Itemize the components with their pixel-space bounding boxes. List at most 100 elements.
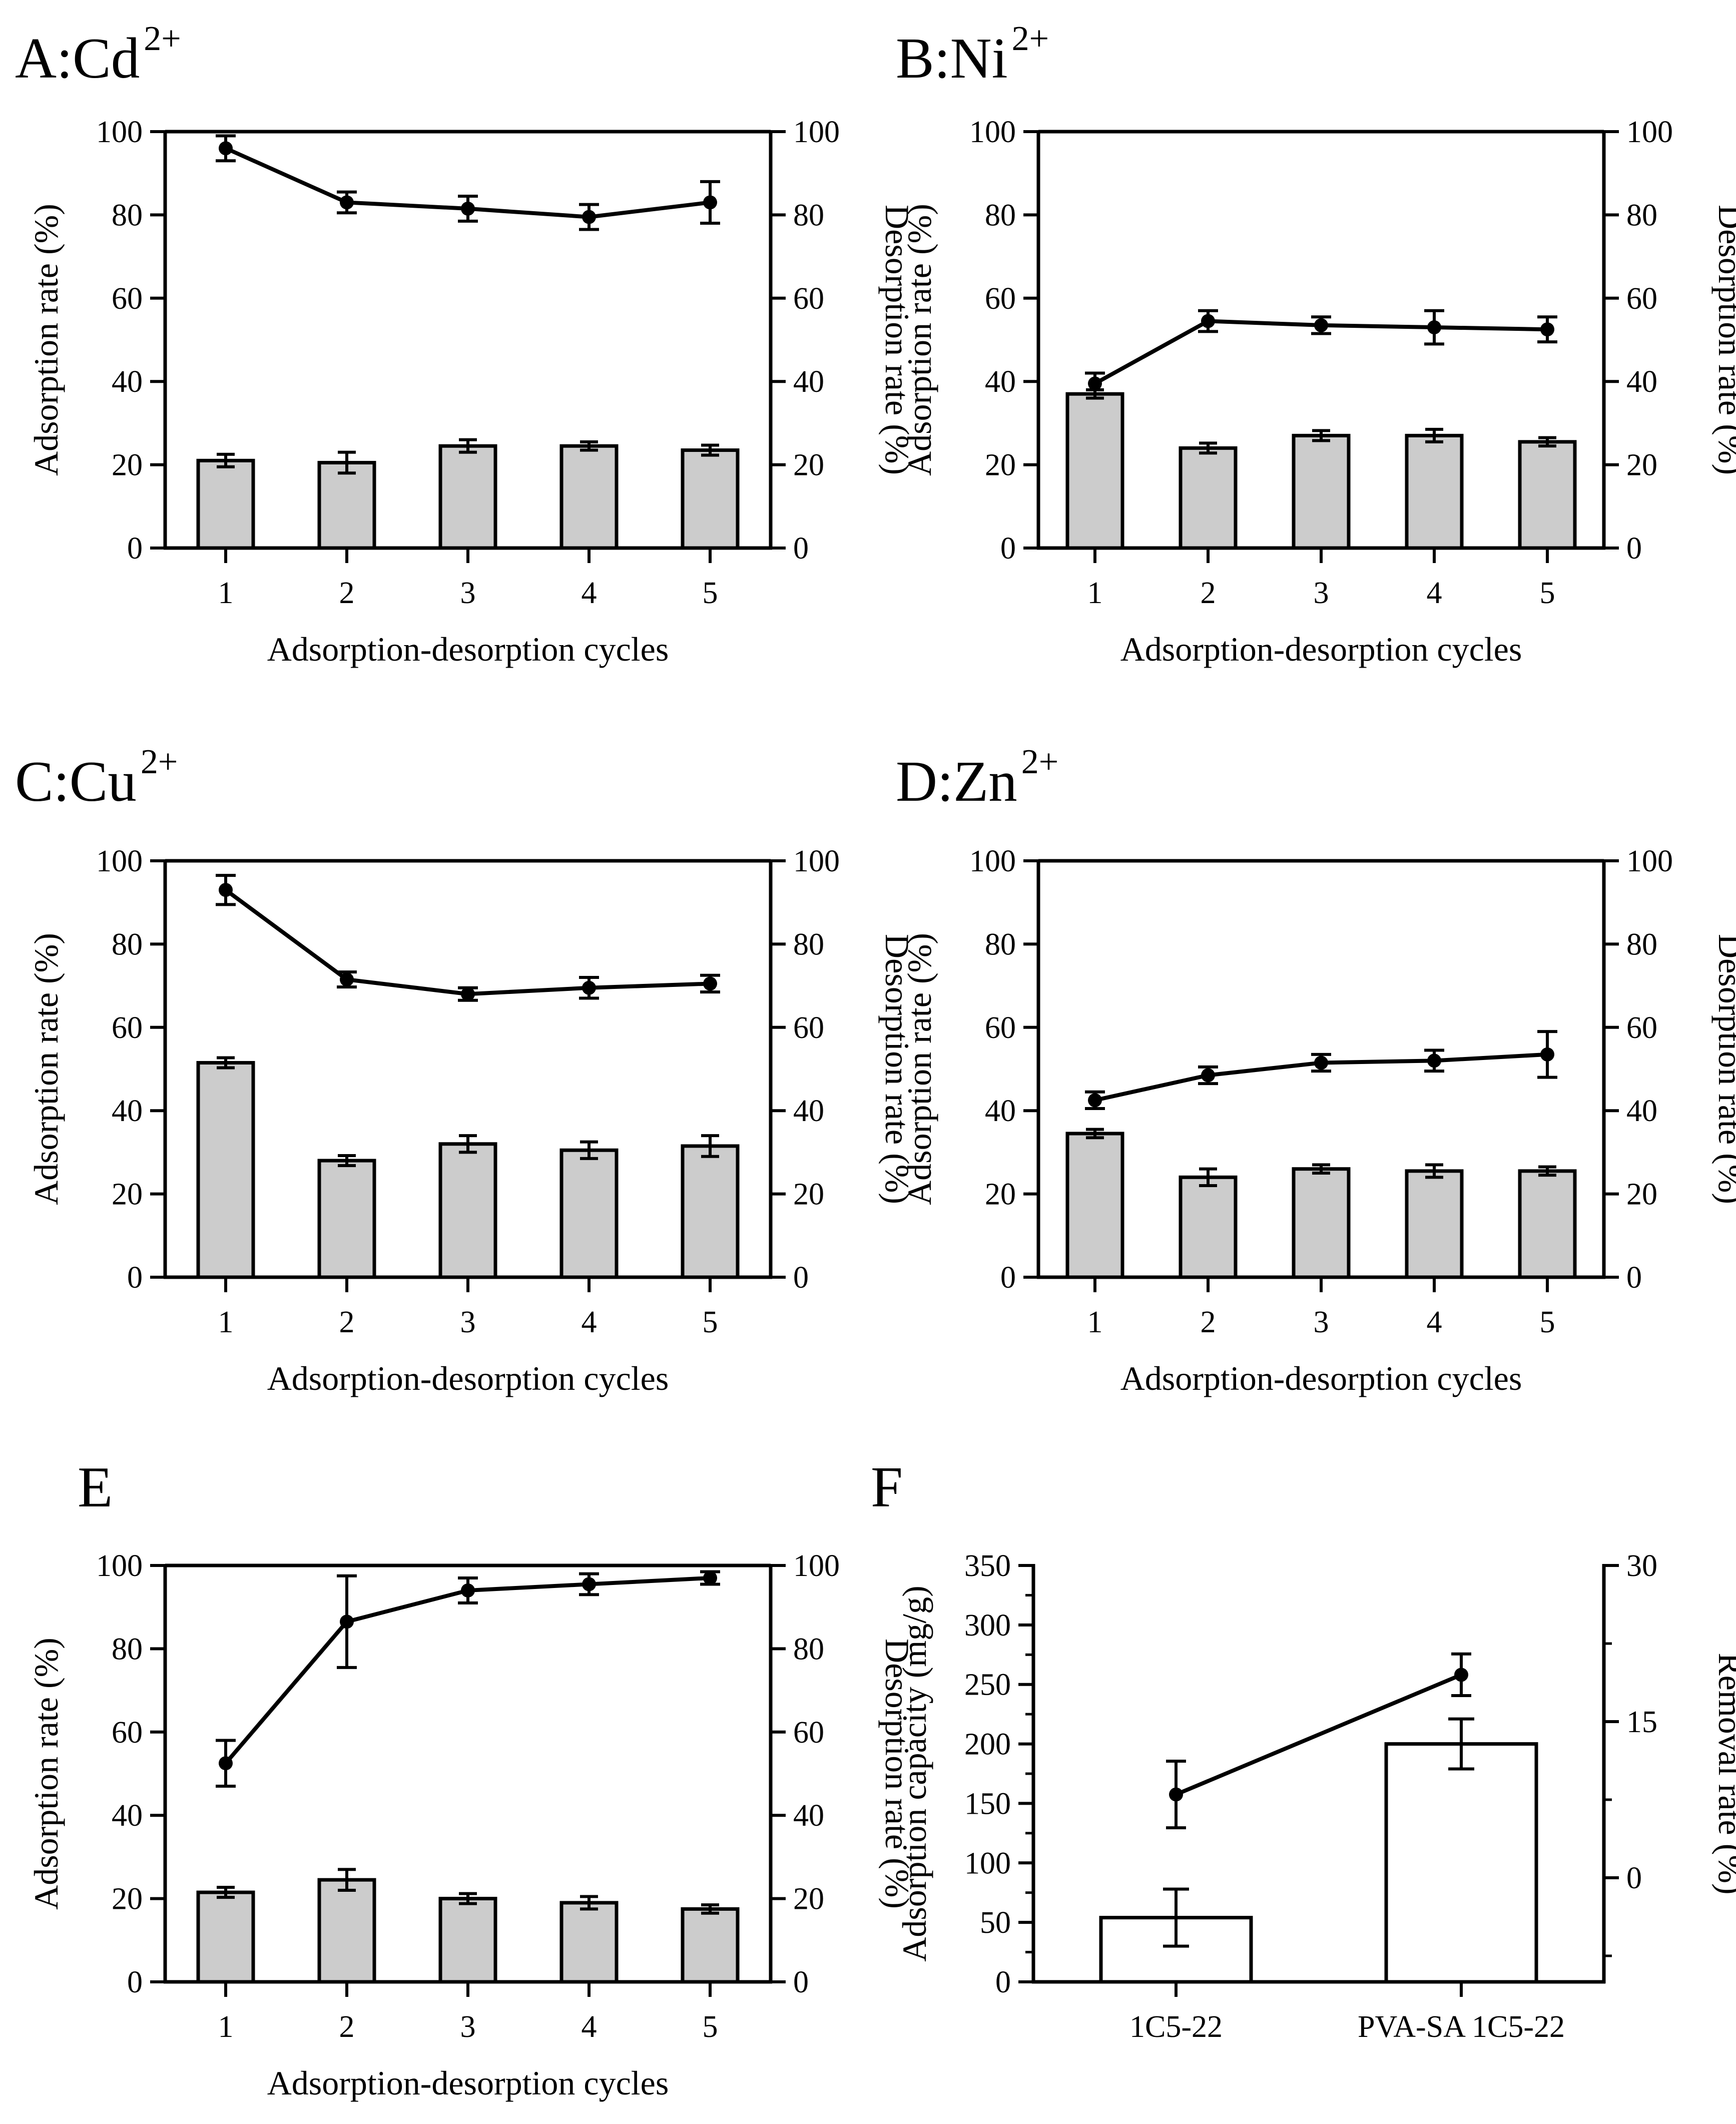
x-tick-label: 1 xyxy=(218,2010,234,2044)
left-tick-label: 80 xyxy=(985,927,1016,961)
bar-error-bar xyxy=(1538,436,1556,448)
bar-error-bar xyxy=(338,1154,356,1168)
bar xyxy=(1405,1169,1464,1279)
left-tick-label: 50 xyxy=(980,1906,1011,1940)
left-y-axis-label: Adsorption rate (%) xyxy=(900,204,938,476)
line-point xyxy=(461,1583,475,1598)
right-tick-label: 80 xyxy=(793,927,824,961)
bar xyxy=(559,1148,619,1279)
x-tick-label: 3 xyxy=(460,576,476,610)
x-tick-label: 5 xyxy=(1540,1305,1555,1339)
bar-error-bar xyxy=(1538,1165,1556,1177)
left-y-axis-label: Adsorption rate (%) xyxy=(27,204,65,476)
right-tick-label: 100 xyxy=(1626,844,1673,878)
bar-error-bar xyxy=(459,438,477,454)
right-tick-label: 100 xyxy=(1626,115,1673,149)
right-tick-label: 30 xyxy=(1626,1549,1657,1583)
bar xyxy=(559,1901,619,1984)
bar xyxy=(681,1144,740,1279)
x-tick-label: 3 xyxy=(460,1305,476,1339)
line-point xyxy=(340,195,354,210)
bar xyxy=(1384,1742,1538,1984)
line-point xyxy=(1169,1787,1183,1802)
left-tick-label: 60 xyxy=(985,1011,1016,1045)
left-tick-label: 40 xyxy=(112,1094,143,1128)
left-tick-label: 40 xyxy=(112,365,143,399)
right-tick-label: 15 xyxy=(1626,1705,1657,1739)
right-tick-label: 0 xyxy=(793,1261,809,1295)
x-tick-label: 3 xyxy=(460,2010,476,2044)
right-tick-label: 60 xyxy=(793,1011,824,1045)
right-tick-label: 0 xyxy=(1626,1261,1642,1295)
line-point xyxy=(1427,320,1441,335)
panel-title: D:Zn 2+ xyxy=(896,743,1058,813)
x-tick-label: 5 xyxy=(703,1305,718,1339)
x-tick-label: 5 xyxy=(703,576,718,610)
bar-error-bar xyxy=(580,1140,598,1160)
bar xyxy=(317,460,376,550)
panel-b: B:Ni 2+ 0 20 40 60 80 100 0 20 40 60 80 100 1 2 3 4 5 Adsor… xyxy=(896,20,1736,668)
right-y-axis-label: Desorption rate (%) xyxy=(878,1639,916,1909)
bar xyxy=(438,444,497,550)
right-tick-label: 80 xyxy=(793,1632,824,1666)
right-y-axis-label: Desorption rate (%) xyxy=(878,205,916,475)
left-tick-label: 60 xyxy=(112,282,143,316)
left-tick-label: 100 xyxy=(969,844,1016,878)
line-point xyxy=(1540,322,1554,337)
x-axis-label: Adsorption-desorption cycles xyxy=(1120,630,1522,668)
panel-f: F 0 50 100 150 200 250 300 350 0 15 30 1C5-22 PVA-SA … xyxy=(871,1455,1736,2044)
desorption-line xyxy=(1175,1673,1462,1797)
left-tick-label: 20 xyxy=(112,1178,143,1212)
x-tick-label: 1C5-22 xyxy=(1129,2010,1223,2044)
x-tick-label: 2 xyxy=(1201,1305,1216,1339)
right-tick-label: 100 xyxy=(793,115,840,149)
line-point xyxy=(1088,1093,1102,1108)
right-y-axis-label: Desorption rate (%) xyxy=(878,934,916,1204)
right-tick-label: 0 xyxy=(793,1965,809,1999)
bar-error-bar xyxy=(580,440,598,452)
left-tick-label: 0 xyxy=(127,532,143,566)
bar-error-bar xyxy=(338,1868,356,1892)
bar-error-bar xyxy=(1448,1717,1474,1771)
right-tick-label: 40 xyxy=(1626,365,1657,399)
right-tick-label: 60 xyxy=(1626,1011,1657,1045)
bar xyxy=(1065,392,1124,550)
left-tick-label: 150 xyxy=(964,1787,1011,1821)
x-tick-label: PVA-SA 1C5-22 xyxy=(1358,2010,1565,2044)
right-tick-label: 20 xyxy=(1626,1178,1657,1212)
line-point xyxy=(219,1756,233,1771)
left-tick-label: 40 xyxy=(985,365,1016,399)
bar xyxy=(1518,440,1577,550)
x-tick-label: 2 xyxy=(1201,576,1216,610)
left-y-axis-label: Adsorption rate (%) xyxy=(900,933,938,1205)
line-point xyxy=(703,976,717,991)
left-tick-label: 40 xyxy=(112,1799,143,1833)
x-tick-label: 4 xyxy=(582,1305,597,1339)
bar xyxy=(681,448,740,550)
right-tick-label: 40 xyxy=(793,1799,824,1833)
left-tick-label: 80 xyxy=(112,927,143,961)
bar xyxy=(196,1890,255,1984)
bar xyxy=(1292,1167,1351,1279)
line-point xyxy=(1540,1047,1554,1061)
x-tick-label: 2 xyxy=(339,576,355,610)
bar xyxy=(317,1159,376,1279)
panel-e: E 0 20 40 60 80 100 0 20 40 60 80 100 1 2 3 4 5 Adsorption… xyxy=(27,1455,916,2102)
bar-error-bar xyxy=(701,1903,719,1915)
left-tick-label: 0 xyxy=(127,1965,143,1999)
right-tick-label: 60 xyxy=(793,282,824,316)
line-point xyxy=(461,201,475,216)
left-tick-label: 0 xyxy=(1000,1261,1016,1295)
x-tick-label: 4 xyxy=(582,2010,597,2044)
right-tick-label: 80 xyxy=(793,198,824,232)
bar xyxy=(681,1907,740,1984)
bar-error-bar xyxy=(459,1134,477,1154)
bar-error-bar xyxy=(701,443,719,457)
panel-title: B:Ni 2+ xyxy=(896,20,1049,90)
line-point xyxy=(219,141,233,156)
x-tick-label: 4 xyxy=(1427,576,1442,610)
left-tick-label: 60 xyxy=(985,282,1016,316)
line-point xyxy=(340,1615,354,1629)
right-tick-label: 80 xyxy=(1626,198,1657,232)
line-point xyxy=(703,1570,717,1585)
